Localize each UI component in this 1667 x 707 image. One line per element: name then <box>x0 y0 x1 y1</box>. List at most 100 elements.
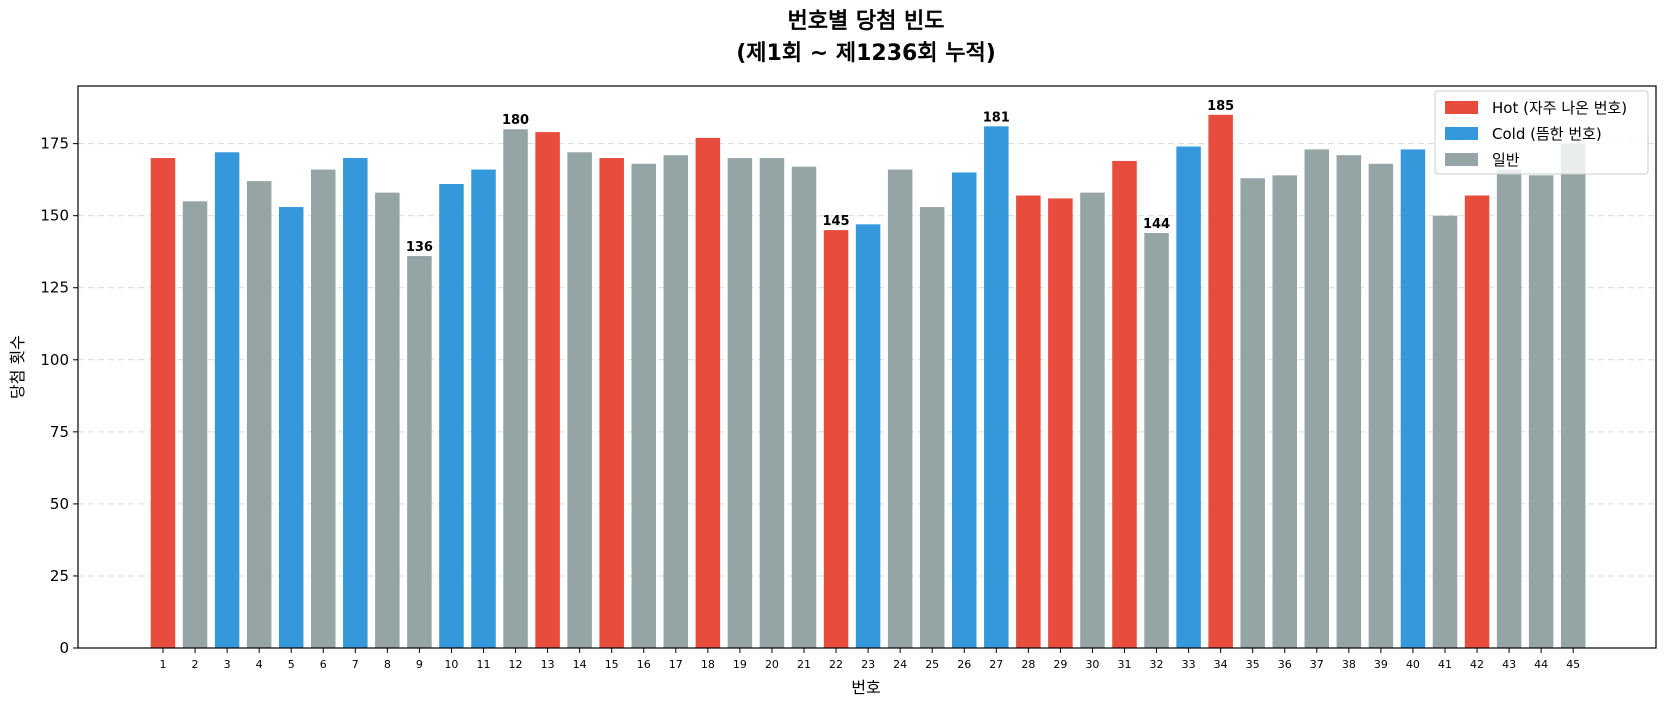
bar-41 <box>1432 215 1458 648</box>
bar-31 <box>1112 160 1137 648</box>
bar-13 <box>535 132 560 649</box>
x-tick-label-7: 7 <box>352 658 359 671</box>
x-tick-label-25: 25 <box>925 658 939 671</box>
x-tick-label-27: 27 <box>989 658 1003 671</box>
x-axis-ticks: 1 2 3 4 5 6 7 8 9 10 11 12 13 14 15 16 17 18 19 20 21 22 23 24 2… <box>160 648 1580 671</box>
bar-3 <box>214 152 240 649</box>
legend-label-hot: Hot (자주 나온 번호) <box>1492 99 1627 117</box>
x-tick-label-36: 36 <box>1278 658 1292 671</box>
y-tick-label: 25 <box>50 567 69 585</box>
data-label-22: 145 <box>822 214 849 229</box>
y-tick-label: 75 <box>50 423 69 441</box>
x-tick-label-33: 33 <box>1182 658 1196 671</box>
legend-label-cold: Cold (뜸한 번호) <box>1492 125 1602 143</box>
bar-29 <box>1048 198 1073 648</box>
bar-30 <box>1080 192 1105 648</box>
bar-8 <box>375 192 400 648</box>
bar-37 <box>1304 149 1330 648</box>
x-tick-label-19: 19 <box>733 658 747 671</box>
x-tick-label-22: 22 <box>829 658 843 671</box>
bar-39 <box>1368 163 1394 649</box>
x-tick-label-1: 1 <box>160 658 167 671</box>
legend-label-normal: 일반 <box>1492 151 1520 169</box>
bar-40 <box>1400 149 1426 648</box>
x-tick-label-8: 8 <box>384 658 391 671</box>
x-tick-label-10: 10 <box>444 658 458 671</box>
x-tick-label-31: 31 <box>1118 658 1132 671</box>
bar-38 <box>1336 155 1362 648</box>
bar-21 <box>791 166 817 648</box>
bar-19 <box>727 158 753 649</box>
x-tick-label-9: 9 <box>416 658 423 671</box>
x-tick-label-45: 45 <box>1566 658 1580 671</box>
data-label-9: 136 <box>406 240 433 255</box>
legend-swatch-normal <box>1445 153 1478 166</box>
x-axis-label: 번호 <box>851 678 880 697</box>
x-tick-label-42: 42 <box>1470 658 1484 671</box>
x-tick-label-21: 21 <box>797 658 811 671</box>
bar-25 <box>919 207 945 649</box>
bar-16 <box>631 163 656 649</box>
x-tick-label-12: 12 <box>509 658 523 671</box>
data-labels: 136 180 145 181 144 185 <box>406 99 1234 255</box>
x-tick-label-24: 24 <box>893 658 907 671</box>
bar-12 <box>503 129 528 648</box>
legend-frame <box>1434 90 1649 175</box>
y-tick-label: 150 <box>40 207 69 225</box>
x-tick-label-26: 26 <box>957 658 971 671</box>
x-tick-label-35: 35 <box>1246 658 1260 671</box>
chart-title-line1: 번호별 당첨 빈도 <box>788 9 945 34</box>
bar-32 <box>1144 232 1169 648</box>
bar-18 <box>695 137 721 648</box>
bar-10 <box>439 183 464 648</box>
bar-43 <box>1496 169 1522 649</box>
x-tick-label-37: 37 <box>1310 658 1324 671</box>
x-tick-label-34: 34 <box>1214 658 1228 671</box>
bar-22 <box>823 230 849 648</box>
x-tick-label-28: 28 <box>1021 658 1035 671</box>
y-tick-label: 0 <box>59 639 69 657</box>
bar-23 <box>855 224 881 649</box>
x-tick-label-23: 23 <box>861 658 875 671</box>
legend-swatch-hot <box>1445 101 1478 114</box>
bar-24 <box>887 169 913 649</box>
bar-34 <box>1208 114 1233 649</box>
bar-5 <box>278 207 304 649</box>
legend-swatch-cold <box>1445 127 1478 140</box>
x-tick-label-16: 16 <box>637 658 651 671</box>
bars <box>150 114 1586 649</box>
bar-35 <box>1240 178 1265 648</box>
x-tick-label-20: 20 <box>765 658 779 671</box>
x-tick-label-15: 15 <box>605 658 619 671</box>
x-tick-label-29: 29 <box>1053 658 1067 671</box>
x-tick-label-41: 41 <box>1438 658 1452 671</box>
bar-26 <box>952 172 977 648</box>
data-label-32: 144 <box>1143 217 1170 232</box>
x-tick-label-17: 17 <box>669 658 683 671</box>
bar-15 <box>599 158 624 649</box>
x-tick-label-39: 39 <box>1374 658 1388 671</box>
x-tick-label-11: 11 <box>477 658 491 671</box>
x-tick-label-3: 3 <box>224 658 231 671</box>
x-tick-label-30: 30 <box>1085 658 1099 671</box>
bar-45 <box>1560 143 1586 648</box>
y-axis-label: 당첨 횟수 <box>8 335 27 399</box>
legend: Hot (자주 나온 번호) Cold (뜸한 번호) 일반 <box>1434 90 1649 175</box>
x-tick-label-44: 44 <box>1534 658 1548 671</box>
x-tick-label-6: 6 <box>320 658 327 671</box>
bar-7 <box>343 158 368 649</box>
plot-frame <box>77 85 1657 649</box>
data-label-34: 185 <box>1207 99 1234 114</box>
y-tick-label: 125 <box>40 279 69 297</box>
bar-44 <box>1528 175 1554 649</box>
x-tick-label-5: 5 <box>288 658 295 671</box>
x-tick-label-14: 14 <box>573 658 587 671</box>
x-tick-label-2: 2 <box>192 658 199 671</box>
bar-33 <box>1176 146 1201 648</box>
bar-14 <box>567 152 592 649</box>
bar-9 <box>407 256 432 648</box>
x-tick-label-32: 32 <box>1150 658 1164 671</box>
bar-17 <box>663 155 689 648</box>
y-tick-label: 175 <box>40 135 69 153</box>
